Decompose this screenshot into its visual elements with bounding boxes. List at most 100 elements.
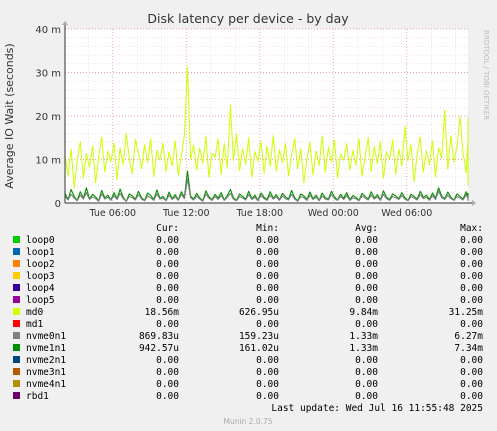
legend-min-nvme1n1: 161.02u bbox=[239, 343, 279, 354]
legend-avg-nvme4n1: 0.00 bbox=[355, 379, 378, 390]
y-tick-label: 20 m bbox=[35, 112, 61, 123]
rrdtool-watermark: RRDTOOL / TOBI OETIKER bbox=[482, 30, 490, 120]
legend-label-nvme2n1: nvme2n1 bbox=[26, 355, 66, 366]
legend-min-loop3: 0.00 bbox=[256, 271, 279, 282]
legend-label-nvme0n1: nvme0n1 bbox=[26, 331, 66, 342]
legend-swatch-md0 bbox=[13, 308, 20, 315]
legend-cur-md0: 18.56m bbox=[145, 307, 180, 318]
series-line-md0 bbox=[64, 66, 469, 189]
legend-cur-rbd1: 0.00 bbox=[156, 391, 179, 402]
legend-min-loop0: 0.00 bbox=[256, 235, 279, 246]
x-tick-label: Wed 06:00 bbox=[381, 208, 432, 219]
legend-max-nvme2n1: 0.00 bbox=[460, 355, 483, 366]
last-update: Last update: Wed Jul 16 11:55:48 2025 bbox=[271, 403, 483, 414]
legend-max-loop1: 0.00 bbox=[460, 247, 483, 258]
legend-avg-loop2: 0.00 bbox=[355, 259, 378, 270]
axis-layer: 0 10 m 20 m 30 m 40 m Tue 06:00 Tue 12:00 Tue 1… bbox=[35, 21, 476, 219]
legend-label-loop3: loop3 bbox=[26, 271, 55, 282]
legend-label-loop2: loop2 bbox=[26, 259, 55, 270]
y-tick-label: 0 bbox=[55, 199, 61, 210]
legend-avg-nvme3n1: 0.00 bbox=[355, 367, 378, 378]
legend-max-loop3: 0.00 bbox=[460, 271, 483, 282]
legend-cur-loop5: 0.00 bbox=[156, 295, 179, 306]
legend-label-md1: md1 bbox=[26, 319, 43, 330]
legend-swatch-loop1 bbox=[13, 248, 20, 255]
legend-avg-md0: 9.84m bbox=[349, 307, 378, 318]
y-tick-label: 10 m bbox=[35, 156, 61, 167]
legend-min-loop1: 0.00 bbox=[256, 247, 279, 258]
series-line-nvme1n1 bbox=[64, 170, 469, 202]
legend-swatch-loop2 bbox=[13, 260, 20, 267]
y-tick-label: 30 m bbox=[35, 69, 61, 80]
y-tick-label: 40 m bbox=[35, 25, 61, 36]
legend-max-rbd1: 0.00 bbox=[460, 391, 483, 402]
x-tick-label: Tue 12:00 bbox=[162, 208, 210, 219]
y-axis-label: Average IO Wait (seconds) bbox=[3, 43, 16, 188]
legend-swatch-loop5 bbox=[13, 296, 20, 303]
legend-max-md1: 0.00 bbox=[460, 319, 483, 330]
legend-label-nvme4n1: nvme4n1 bbox=[26, 379, 66, 390]
x-tick-label: Tue 06:00 bbox=[88, 208, 136, 219]
grid-layer bbox=[65, 28, 468, 204]
legend-avg-loop5: 0.00 bbox=[355, 295, 378, 306]
legend-avg-rbd1: 0.00 bbox=[355, 391, 378, 402]
legend-max-loop4: 0.00 bbox=[460, 283, 483, 294]
legend-min-md0: 626.95u bbox=[239, 307, 279, 318]
y-axis-arrow bbox=[62, 21, 68, 25]
chart-title: Disk latency per device - by day bbox=[147, 11, 349, 26]
legend-swatch-loop0 bbox=[13, 236, 20, 243]
legend-swatch-nvme4n1 bbox=[13, 380, 20, 387]
legend-header-cur: Cur: bbox=[156, 223, 179, 234]
legend-cur-nvme0n1: 869.83u bbox=[139, 331, 179, 342]
legend-min-md1: 0.00 bbox=[256, 319, 279, 330]
legend-cur-loop0: 0.00 bbox=[156, 235, 179, 246]
legend-label-md0: md0 bbox=[26, 307, 43, 318]
legend-min-loop2: 0.00 bbox=[256, 259, 279, 270]
legend-max-nvme3n1: 0.00 bbox=[460, 367, 483, 378]
legend-min-nvme2n1: 0.00 bbox=[256, 355, 279, 366]
legend-swatch-nvme2n1 bbox=[13, 356, 20, 363]
legend-avg-loop3: 0.00 bbox=[355, 271, 378, 282]
legend-swatch-loop3 bbox=[13, 272, 20, 279]
legend-cur-nvme3n1: 0.00 bbox=[156, 367, 179, 378]
munin-version: Munin 2.0.75 bbox=[223, 417, 272, 426]
series-layer bbox=[64, 66, 469, 202]
legend-max-nvme4n1: 0.00 bbox=[460, 379, 483, 390]
legend-cur-loop2: 0.00 bbox=[156, 259, 179, 270]
legend-avg-loop1: 0.00 bbox=[355, 247, 378, 258]
legend-swatch-nvme3n1 bbox=[13, 368, 20, 375]
legend-label-loop5: loop5 bbox=[26, 295, 55, 306]
legend-max-nvme1n1: 7.34m bbox=[454, 343, 483, 354]
legend-min-nvme3n1: 0.00 bbox=[256, 367, 279, 378]
x-tick-label: Wed 00:00 bbox=[308, 208, 359, 219]
legend-label-loop0: loop0 bbox=[26, 235, 55, 246]
legend-header-max: Max: bbox=[460, 223, 483, 234]
legend-label-loop4: loop4 bbox=[26, 283, 55, 294]
legend-avg-nvme0n1: 1.33m bbox=[349, 331, 378, 342]
legend-min-nvme0n1: 159.23u bbox=[239, 331, 279, 342]
legend-header-min: Min: bbox=[256, 223, 279, 234]
legend-max-loop2: 0.00 bbox=[460, 259, 483, 270]
legend-label-loop1: loop1 bbox=[26, 247, 55, 258]
legend-swatch-loop4 bbox=[13, 284, 20, 291]
legend-min-loop5: 0.00 bbox=[256, 295, 279, 306]
legend-swatch-rbd1 bbox=[13, 392, 20, 399]
legend-avg-loop4: 0.00 bbox=[355, 283, 378, 294]
legend-swatch-nvme0n1 bbox=[13, 332, 20, 339]
legend-cur-nvme1n1: 942.57u bbox=[139, 343, 179, 354]
legend-header-avg: Avg: bbox=[355, 223, 378, 234]
legend-cur-nvme4n1: 0.00 bbox=[156, 379, 179, 390]
x-tick-label: Tue 18:00 bbox=[235, 208, 283, 219]
legend-label-nvme1n1: nvme1n1 bbox=[26, 343, 66, 354]
series-line-nvme0n1 bbox=[64, 178, 469, 202]
legend-max-nvme0n1: 6.27m bbox=[454, 331, 483, 342]
legend-min-rbd1: 0.00 bbox=[256, 391, 279, 402]
x-axis-arrow bbox=[472, 200, 476, 206]
legend-cur-md1: 0.00 bbox=[156, 319, 179, 330]
legend-min-nvme4n1: 0.00 bbox=[256, 379, 279, 390]
legend-swatch-nvme1n1 bbox=[13, 344, 20, 351]
legend-avg-md1: 0.00 bbox=[355, 319, 378, 330]
legend-max-loop5: 0.00 bbox=[460, 295, 483, 306]
